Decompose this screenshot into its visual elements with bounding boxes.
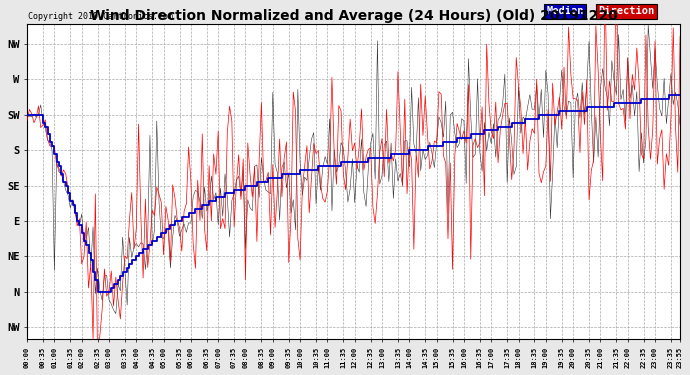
Title: Wind Direction Normalized and Average (24 Hours) (Old) 20191220: Wind Direction Normalized and Average (2… [90, 9, 618, 23]
Text: Median: Median [546, 6, 584, 16]
Text: Copyright 2019 Cartronics.com: Copyright 2019 Cartronics.com [28, 12, 172, 21]
Text: Direction: Direction [598, 6, 655, 16]
